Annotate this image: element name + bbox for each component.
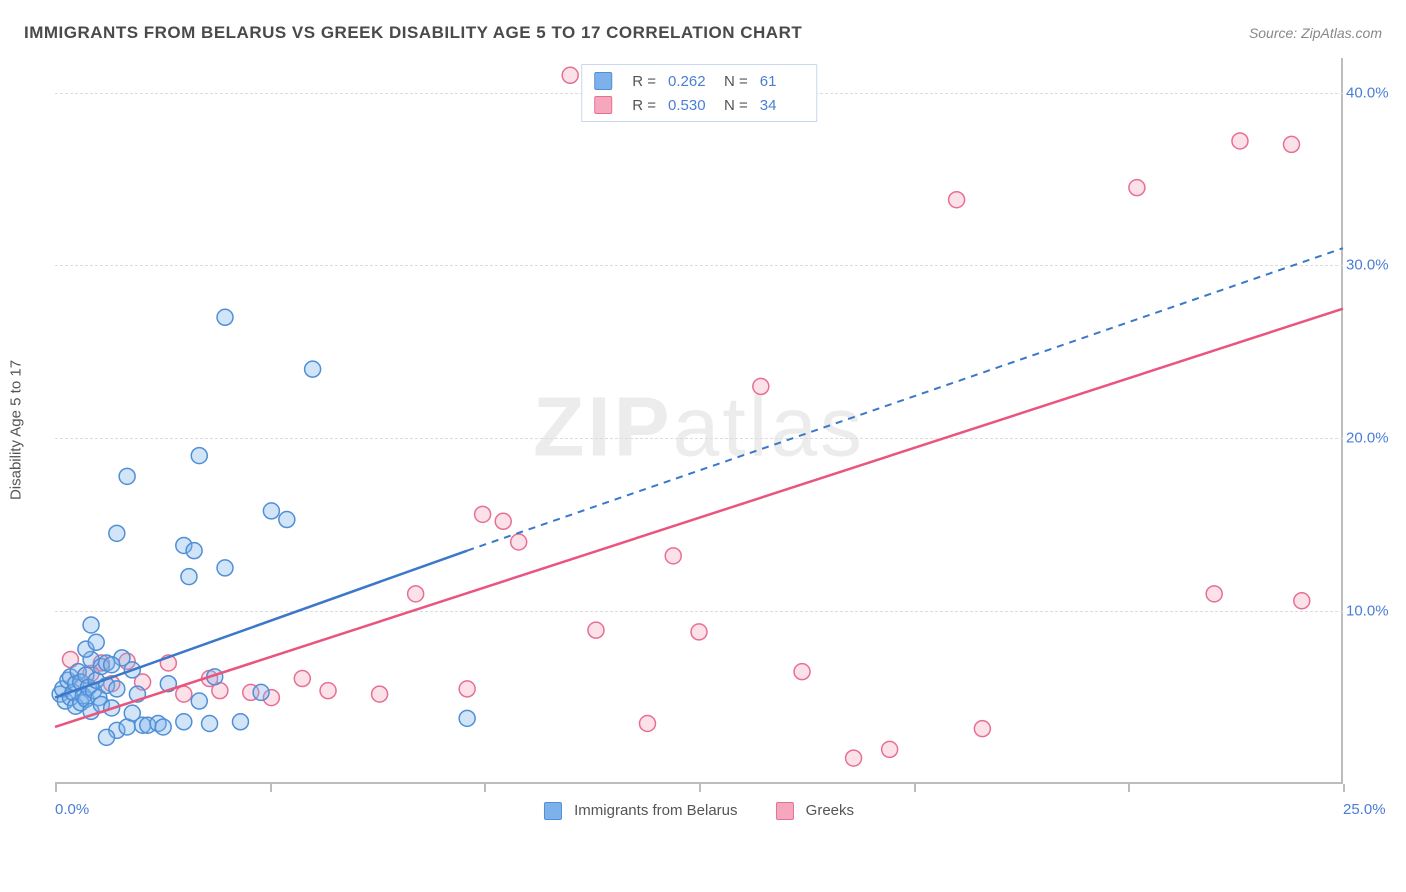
pink-trend: [55, 309, 1343, 727]
pink-point: [372, 686, 388, 702]
pink-point: [794, 664, 810, 680]
correlation-legend: R = 0.262 N = 61 R = 0.530 N = 34: [581, 64, 817, 122]
swatch-blue-icon: [544, 802, 562, 820]
swatch-pink-icon: [594, 96, 612, 114]
blue-point: [217, 560, 233, 576]
n-value-pink: 34: [760, 97, 804, 114]
pink-point: [294, 671, 310, 687]
pink-point: [753, 378, 769, 394]
blue-point: [191, 448, 207, 464]
x-tick: [1343, 784, 1345, 792]
r-value-pink: 0.530: [668, 97, 712, 114]
blue-point: [191, 693, 207, 709]
pink-point: [408, 586, 424, 602]
pink-point: [1294, 593, 1310, 609]
pink-point: [882, 741, 898, 757]
r-value-blue: 0.262: [668, 73, 712, 90]
pink-point: [1129, 180, 1145, 196]
chart-svg: [55, 58, 1343, 826]
y-tick-label: 30.0%: [1346, 257, 1401, 274]
y-tick-label: 40.0%: [1346, 84, 1401, 101]
pink-point: [588, 622, 604, 638]
pink-point: [639, 716, 655, 732]
blue-point: [232, 714, 248, 730]
blue-point: [155, 719, 171, 735]
blue-point: [253, 684, 269, 700]
pink-point: [511, 534, 527, 550]
legend-item-pink: Greeks: [776, 802, 855, 820]
blue-point: [305, 361, 321, 377]
pink-point: [846, 750, 862, 766]
blue-point: [109, 525, 125, 541]
swatch-pink-icon: [776, 802, 794, 820]
legend-label-blue: Immigrants from Belarus: [574, 802, 737, 819]
legend-item-blue: Immigrants from Belarus: [544, 802, 738, 820]
y-tick-label: 10.0%: [1346, 603, 1401, 620]
pink-point: [1206, 586, 1222, 602]
blue-point: [83, 617, 99, 633]
blue-point: [459, 710, 475, 726]
blue-point: [263, 503, 279, 519]
blue-point: [124, 705, 140, 721]
pink-point: [949, 192, 965, 208]
pink-point: [1232, 133, 1248, 149]
blue-point: [104, 657, 120, 673]
chart-title: IMMIGRANTS FROM BELARUS VS GREEK DISABIL…: [24, 23, 802, 43]
y-tick-label: 20.0%: [1346, 430, 1401, 447]
blue-point: [186, 543, 202, 559]
series-legend: Immigrants from Belarus Greeks: [544, 802, 854, 820]
blue-point: [176, 714, 192, 730]
blue-point: [119, 468, 135, 484]
blue-point: [181, 569, 197, 585]
blue-trend-dashed: [467, 248, 1343, 550]
source-label: Source: ZipAtlas.com: [1249, 25, 1382, 41]
pink-point: [691, 624, 707, 640]
n-value-blue: 61: [760, 73, 804, 90]
legend-row-pink: R = 0.530 N = 34: [594, 93, 804, 117]
legend-row-blue: R = 0.262 N = 61: [594, 69, 804, 93]
swatch-blue-icon: [594, 72, 612, 90]
blue-point: [217, 309, 233, 325]
pink-point: [475, 506, 491, 522]
pink-point: [974, 721, 990, 737]
blue-point: [99, 729, 115, 745]
blue-trend-solid: [55, 551, 467, 698]
blue-point: [109, 681, 125, 697]
pink-point: [1283, 136, 1299, 152]
blue-point: [202, 716, 218, 732]
pink-point: [562, 67, 578, 83]
blue-point: [88, 634, 104, 650]
pink-point: [665, 548, 681, 564]
pink-point: [320, 683, 336, 699]
plot-area: ZIPatlas 10.0%20.0%30.0%40.0% 0.0% 25.0%…: [55, 58, 1343, 826]
pink-point: [459, 681, 475, 697]
pink-point: [495, 513, 511, 529]
blue-point: [279, 512, 295, 528]
x-axis-max-label: 25.0%: [1343, 801, 1398, 818]
legend-label-pink: Greeks: [806, 802, 854, 819]
y-axis-label: Disability Age 5 to 17: [8, 360, 25, 500]
pink-point: [176, 686, 192, 702]
